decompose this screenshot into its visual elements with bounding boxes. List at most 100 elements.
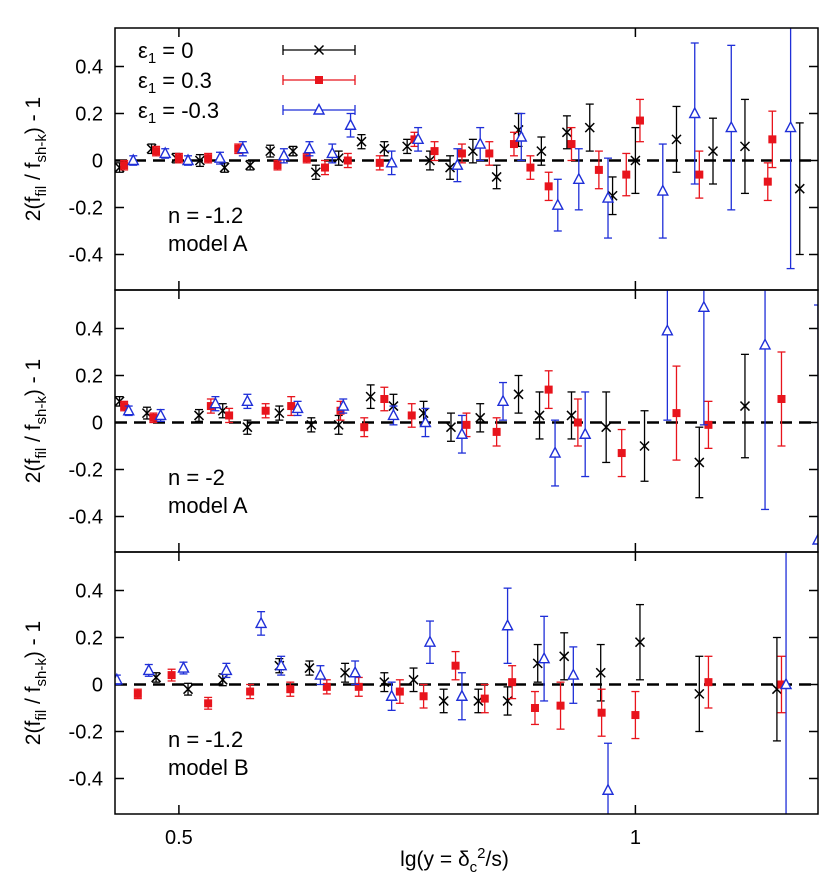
square-marker (120, 402, 129, 411)
triangle-marker (209, 396, 222, 409)
square-marker (556, 701, 565, 710)
triangle-marker (275, 658, 288, 671)
triangle-marker (688, 106, 701, 119)
legend-entry: ε1 = -0.3 (138, 98, 356, 127)
triangle-marker (697, 300, 711, 313)
panel-annotation: model B (168, 755, 249, 780)
cross-marker (671, 134, 682, 145)
cross-marker (561, 127, 572, 138)
square-marker (526, 163, 535, 172)
square-marker (204, 699, 213, 708)
square-marker (174, 154, 183, 163)
square-marker (354, 682, 363, 691)
square-marker (343, 156, 352, 165)
square-marker (763, 177, 772, 186)
square-marker (204, 154, 213, 163)
square-marker (573, 418, 582, 427)
square-marker (360, 423, 369, 432)
triangle-marker (784, 120, 797, 133)
triangle-marker (154, 408, 167, 421)
cross-marker (310, 167, 321, 178)
square-marker (631, 711, 640, 720)
panel-frame (114, 551, 819, 815)
y-tick-label: -0.2 (69, 722, 103, 744)
cross-marker (313, 44, 325, 56)
triangle-marker (579, 427, 592, 439)
panel-annotation: n = -1.2 (168, 203, 243, 228)
legend-label: ε1 = 0.3 (138, 68, 212, 97)
triangle-marker (115, 672, 123, 685)
cross-marker (445, 162, 456, 173)
triangle-marker (177, 661, 190, 673)
triangle-marker (567, 668, 580, 680)
triangle-marker (344, 118, 357, 130)
square-marker (617, 449, 626, 458)
series-triangle (115, 552, 793, 814)
cross-marker (707, 146, 719, 157)
cross-marker (304, 663, 315, 674)
cross-marker (151, 672, 162, 683)
y-tick-label: 0.2 (75, 366, 103, 388)
square-marker (286, 685, 295, 694)
cross-marker (356, 136, 367, 147)
cross-marker (242, 422, 253, 433)
cross-marker (559, 651, 570, 662)
square-marker (395, 687, 404, 696)
y-tick-label: 0.2 (75, 104, 103, 126)
triangle-marker (661, 323, 674, 336)
cross-marker (513, 389, 524, 400)
square-marker (492, 427, 501, 436)
square-marker (273, 161, 282, 170)
cross-marker (340, 667, 351, 678)
square-marker (322, 682, 331, 691)
legend: ε1 = 0ε1 = 0.3ε1 = -0.3 (138, 38, 356, 127)
y-tick-label: 0 (92, 675, 103, 697)
square-marker (375, 158, 384, 167)
square-marker (567, 140, 576, 149)
cross-marker (333, 419, 344, 430)
triangle-marker (236, 141, 249, 154)
cross-marker (601, 422, 612, 433)
triangle-marker (779, 677, 793, 690)
data-points (115, 28, 805, 270)
cross-marker (193, 410, 205, 421)
cross-marker (491, 171, 502, 182)
cross-marker (536, 146, 547, 157)
square-marker (544, 385, 553, 394)
triangle-marker (254, 616, 268, 629)
square-marker (462, 420, 471, 429)
triangle-marker (387, 408, 400, 421)
cross-marker (739, 401, 750, 412)
square-marker (302, 154, 311, 163)
y-axis-label: 2(ffil / fsh-k) - 1 (22, 359, 50, 483)
triangle-marker (385, 155, 398, 168)
triangle-marker (142, 663, 155, 676)
cross-marker (183, 684, 194, 695)
x-tick-label: 0.5 (165, 827, 193, 849)
square-marker (261, 406, 270, 415)
triangle-marker (656, 184, 669, 196)
triangle-marker (725, 120, 738, 133)
cross-marker (595, 667, 606, 678)
panels: -0.4 -0.2 0 0.2 0.4 2(ffil / fsh-k) - 1 n = -1… (22, 27, 819, 815)
x-axis: 0.5 1 lg(y = δc2/s) (165, 827, 641, 872)
square-marker (594, 165, 603, 174)
triangle-marker (548, 446, 562, 458)
triangle-marker (213, 151, 227, 163)
square-marker (419, 692, 428, 701)
cross-marker (566, 410, 577, 421)
panel-annotation: model A (168, 493, 248, 518)
cross-marker (424, 155, 436, 166)
panel-annotation: model A (168, 231, 248, 256)
triangle-marker (474, 137, 487, 149)
triangle-marker (291, 401, 304, 414)
triangle-marker (277, 148, 291, 161)
triangle-marker (312, 102, 326, 115)
triangle-marker (326, 146, 339, 159)
x-tick-label: 1 (630, 827, 641, 849)
series-triangle (127, 28, 797, 270)
cross-marker (115, 396, 125, 407)
triangle-marker (811, 532, 818, 545)
triangle-marker (572, 172, 585, 185)
cross-marker (418, 408, 429, 419)
